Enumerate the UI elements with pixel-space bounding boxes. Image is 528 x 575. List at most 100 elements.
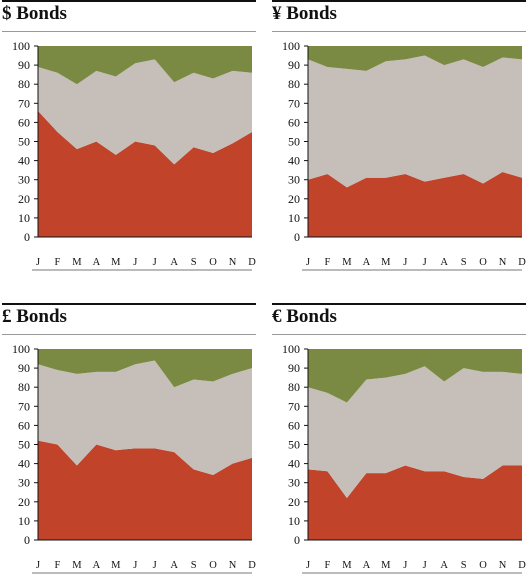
y-tick-label: 40 xyxy=(288,154,300,168)
x-tick-label: S xyxy=(461,257,467,268)
x-tick-label: A xyxy=(93,560,101,571)
x-tick-label: M xyxy=(342,257,352,268)
x-tick-label: S xyxy=(191,257,197,268)
x-tick-label: D xyxy=(518,560,526,571)
x-tick-label: O xyxy=(479,560,487,571)
y-tick-label: 40 xyxy=(18,457,30,471)
x-tick-label: J xyxy=(153,257,157,268)
x-tick-label: F xyxy=(55,257,61,268)
y-tick-label: 60 xyxy=(18,418,30,432)
x-tick-label: N xyxy=(499,560,507,571)
panel-gbp-bonds: £ Bonds 0 10 20 30 40 50 60 70 80 90 100 J F M A M J J A S O… xyxy=(2,303,256,575)
x-tick-label: M xyxy=(111,560,121,571)
y-tick-label: 100 xyxy=(12,39,30,53)
y-tick-label: 10 xyxy=(18,211,30,225)
area-bottom xyxy=(38,440,252,540)
chart-title: ¥ Bonds xyxy=(272,3,337,24)
y-tick-label: 90 xyxy=(288,361,300,375)
y-tick-label: 0 xyxy=(294,230,300,244)
x-tick-label: F xyxy=(325,560,331,571)
x-tick-label: A xyxy=(363,257,371,268)
x-tick-label: J xyxy=(423,560,427,571)
area-top xyxy=(38,349,252,388)
y-tick-label: 80 xyxy=(288,380,300,394)
title-underline xyxy=(272,334,526,335)
x-tick-label: M xyxy=(342,560,352,571)
x-tick-label: J xyxy=(36,257,40,268)
x-tick-label: A xyxy=(170,257,178,268)
y-tick-label: 30 xyxy=(18,476,30,490)
y-tick-label: 20 xyxy=(288,495,300,509)
y-tick-label: 10 xyxy=(288,211,300,225)
x-tick-label: O xyxy=(209,257,217,268)
x-tick-label: O xyxy=(479,257,487,268)
area-bottom xyxy=(308,465,522,540)
y-tick-label: 40 xyxy=(18,154,30,168)
y-tick-label: 0 xyxy=(294,533,300,547)
y-tick-label: 0 xyxy=(24,230,30,244)
x-tick-label: F xyxy=(55,560,61,571)
y-tick-label: 90 xyxy=(18,58,30,72)
area-top xyxy=(308,349,522,403)
x-tick-label: M xyxy=(381,560,391,571)
x-tick-label: S xyxy=(191,560,197,571)
x-tick-label: N xyxy=(499,257,507,268)
x-tick-label: J xyxy=(133,560,137,571)
y-tick-label: 20 xyxy=(18,495,30,509)
y-tick-label: 70 xyxy=(288,399,300,413)
x-tick-label: M xyxy=(72,560,82,571)
y-tick-label: 60 xyxy=(18,115,30,129)
x-tick-label: J xyxy=(423,257,427,268)
x-tick-label: A xyxy=(170,560,178,571)
y-tick-label: 30 xyxy=(18,173,30,187)
y-tick-label: 30 xyxy=(288,173,300,187)
chart-title: € Bonds xyxy=(272,306,337,327)
y-tick-label: 20 xyxy=(288,192,300,206)
x-tick-label: J xyxy=(306,257,310,268)
x-tick-label: D xyxy=(248,257,256,268)
y-tick-label: 80 xyxy=(18,77,30,91)
x-tick-label: J xyxy=(133,257,137,268)
x-tick-label: J xyxy=(403,257,407,268)
y-tick-label: 20 xyxy=(18,192,30,206)
y-tick-label: 90 xyxy=(18,361,30,375)
panel-top-rule xyxy=(2,303,256,305)
y-tick-label: 50 xyxy=(18,135,30,149)
x-tick-label: F xyxy=(325,257,331,268)
y-tick-label: 80 xyxy=(288,77,300,91)
x-tick-label: A xyxy=(93,257,101,268)
y-tick-label: 50 xyxy=(288,135,300,149)
y-tick-label: 60 xyxy=(288,418,300,432)
chart-title: £ Bonds xyxy=(2,306,67,327)
panel-top-rule xyxy=(2,0,256,2)
y-tick-label: 50 xyxy=(18,438,30,452)
y-tick-label: 30 xyxy=(288,476,300,490)
panel-jpy-bonds: ¥ Bonds 0 10 20 30 40 50 60 70 80 90 100 J F M A M J J A S O… xyxy=(272,0,526,272)
area-top xyxy=(308,46,522,71)
area-bottom xyxy=(38,110,252,237)
x-tick-label: J xyxy=(153,560,157,571)
y-tick-label: 100 xyxy=(282,342,300,356)
y-tick-label: 70 xyxy=(288,96,300,110)
y-tick-label: 60 xyxy=(288,115,300,129)
area-middle xyxy=(38,59,252,165)
x-tick-label: D xyxy=(518,257,526,268)
x-tick-label: O xyxy=(209,560,217,571)
y-tick-label: 80 xyxy=(18,380,30,394)
x-tick-label: N xyxy=(229,257,237,268)
y-tick-label: 40 xyxy=(288,457,300,471)
area-middle xyxy=(308,55,522,188)
area-middle xyxy=(38,360,252,476)
chart-title: $ Bonds xyxy=(2,3,67,24)
title-underline xyxy=(2,31,256,32)
y-tick-label: 100 xyxy=(12,342,30,356)
y-tick-label: 10 xyxy=(288,514,300,528)
x-tick-label: A xyxy=(363,560,371,571)
panel-usd-bonds: $ Bonds 0 10 20 30 40 50 60 70 80 90 100 J F M A M J J A S O… xyxy=(2,0,256,272)
panel-eur-bonds: € Bonds 0 10 20 30 40 50 60 70 80 90 100 J F M A M J J A S O… xyxy=(272,303,526,575)
x-tick-label: A xyxy=(440,257,448,268)
x-tick-label: M xyxy=(111,257,121,268)
